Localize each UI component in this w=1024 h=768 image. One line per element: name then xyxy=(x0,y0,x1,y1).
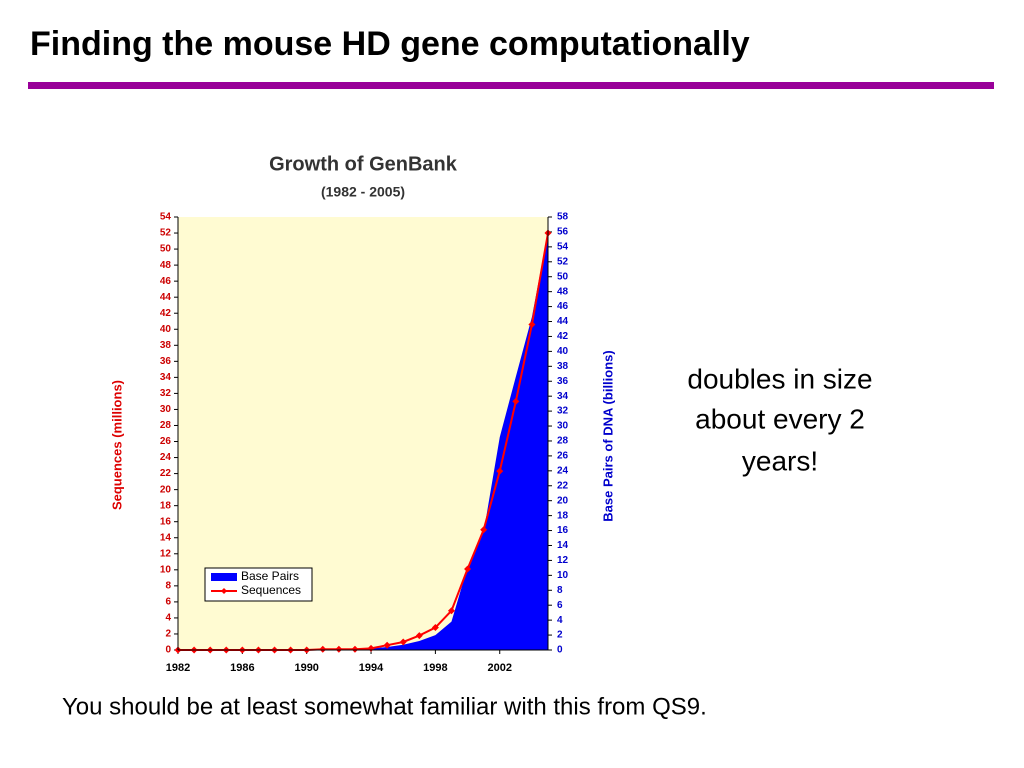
y2-tick-label: 0 xyxy=(557,645,563,656)
y-tick-label: 6 xyxy=(165,597,171,608)
area xyxy=(178,231,548,650)
marker xyxy=(447,607,455,615)
y-tick-label: 10 xyxy=(160,564,172,575)
y2-tick-label: 2 xyxy=(557,630,563,641)
y-tick-label: 18 xyxy=(160,500,172,511)
marker xyxy=(335,645,343,653)
y-tick-label: 24 xyxy=(160,452,172,463)
y2-tick-label: 44 xyxy=(557,316,569,327)
marker xyxy=(319,645,327,653)
y2-tick-label: 34 xyxy=(557,391,569,402)
x-tick-label: 1986 xyxy=(230,662,254,674)
y-tick-label: 52 xyxy=(160,228,172,239)
y2-tick-label: 58 xyxy=(557,212,569,223)
y-tick-label: 42 xyxy=(160,308,172,319)
y2-tick-label: 10 xyxy=(557,570,569,581)
y2-tick-label: 4 xyxy=(557,615,563,626)
y-tick-label: 8 xyxy=(165,580,171,591)
y2-axis-title: Base Pairs of DNA (billions) xyxy=(600,350,615,521)
y-axis-title: Sequences (millions) xyxy=(109,380,124,510)
y2-tick-label: 18 xyxy=(557,510,569,521)
y2-tick-label: 20 xyxy=(557,495,569,506)
slide-title: Finding the mouse HD gene computationall… xyxy=(30,25,750,63)
y-tick-label: 28 xyxy=(160,420,172,431)
y-tick-label: 30 xyxy=(160,404,172,415)
chart-subtitle: (1982 - 2005) xyxy=(321,184,405,200)
legend-swatch xyxy=(221,588,227,594)
y-tick-label: 46 xyxy=(160,276,172,287)
y-tick-label: 12 xyxy=(160,548,172,559)
y-tick-label: 2 xyxy=(165,629,171,640)
x-tick-label: 1990 xyxy=(294,662,318,674)
y-tick-label: 14 xyxy=(160,532,172,543)
y2-tick-label: 8 xyxy=(557,585,563,596)
y2-tick-label: 28 xyxy=(557,436,569,447)
y-tick-label: 44 xyxy=(160,292,172,303)
chart-title: Growth of GenBank xyxy=(269,153,458,175)
y-tick-label: 0 xyxy=(165,645,171,656)
marker xyxy=(496,467,504,475)
y2-tick-label: 6 xyxy=(557,600,563,611)
legend-swatch xyxy=(211,573,237,581)
x-tick-label: 1982 xyxy=(166,662,190,674)
y-tick-label: 36 xyxy=(160,356,172,367)
x-tick-label: 1998 xyxy=(423,662,447,674)
y-tick-label: 20 xyxy=(160,484,172,495)
y2-tick-label: 56 xyxy=(557,227,569,238)
callout-line: years! xyxy=(742,445,818,476)
title-rule xyxy=(28,82,994,89)
x-tick-label: 1994 xyxy=(359,662,384,674)
y-tick-label: 4 xyxy=(165,613,171,624)
y2-tick-label: 46 xyxy=(557,301,569,312)
y2-tick-label: 26 xyxy=(557,451,569,462)
legend-label: Base Pairs xyxy=(241,569,299,583)
callout-line: doubles in size xyxy=(687,363,872,394)
legend-label: Sequences xyxy=(241,583,301,597)
y2-tick-label: 14 xyxy=(557,540,569,551)
y-tick-label: 16 xyxy=(160,516,172,527)
y-tick-label: 34 xyxy=(160,372,172,383)
y2-tick-label: 16 xyxy=(557,525,569,536)
y2-tick-label: 48 xyxy=(557,286,569,297)
y2-tick-label: 52 xyxy=(557,256,569,267)
y2-tick-label: 24 xyxy=(557,465,569,476)
y-tick-label: 38 xyxy=(160,340,172,351)
callout-line: about every 2 xyxy=(695,403,865,434)
y-tick-label: 54 xyxy=(160,212,172,223)
y2-tick-label: 22 xyxy=(557,480,569,491)
y2-tick-label: 12 xyxy=(557,555,569,566)
y2-tick-label: 50 xyxy=(557,271,569,282)
marker xyxy=(480,526,488,534)
y2-tick-label: 36 xyxy=(557,376,569,387)
y-tick-label: 22 xyxy=(160,468,172,479)
x-tick-label: 2002 xyxy=(487,662,511,674)
marker xyxy=(431,624,439,632)
marker xyxy=(415,632,423,640)
y2-tick-label: 40 xyxy=(557,346,569,357)
marker xyxy=(528,320,536,328)
y-tick-label: 26 xyxy=(160,436,172,447)
marker xyxy=(399,638,407,646)
y2-tick-label: 38 xyxy=(557,361,569,372)
y-tick-label: 40 xyxy=(160,324,172,335)
marker xyxy=(464,565,472,573)
y-tick-label: 32 xyxy=(160,388,172,399)
y2-tick-label: 30 xyxy=(557,421,569,432)
footer-text: You should be at least somewhat familiar… xyxy=(62,693,707,720)
y-tick-label: 50 xyxy=(160,244,172,255)
y2-tick-label: 42 xyxy=(557,331,569,342)
marker xyxy=(351,645,359,653)
y2-tick-label: 32 xyxy=(557,406,569,417)
marker xyxy=(383,641,391,649)
y2-tick-label: 54 xyxy=(557,242,569,253)
y-tick-label: 48 xyxy=(160,260,172,271)
marker xyxy=(512,397,520,405)
